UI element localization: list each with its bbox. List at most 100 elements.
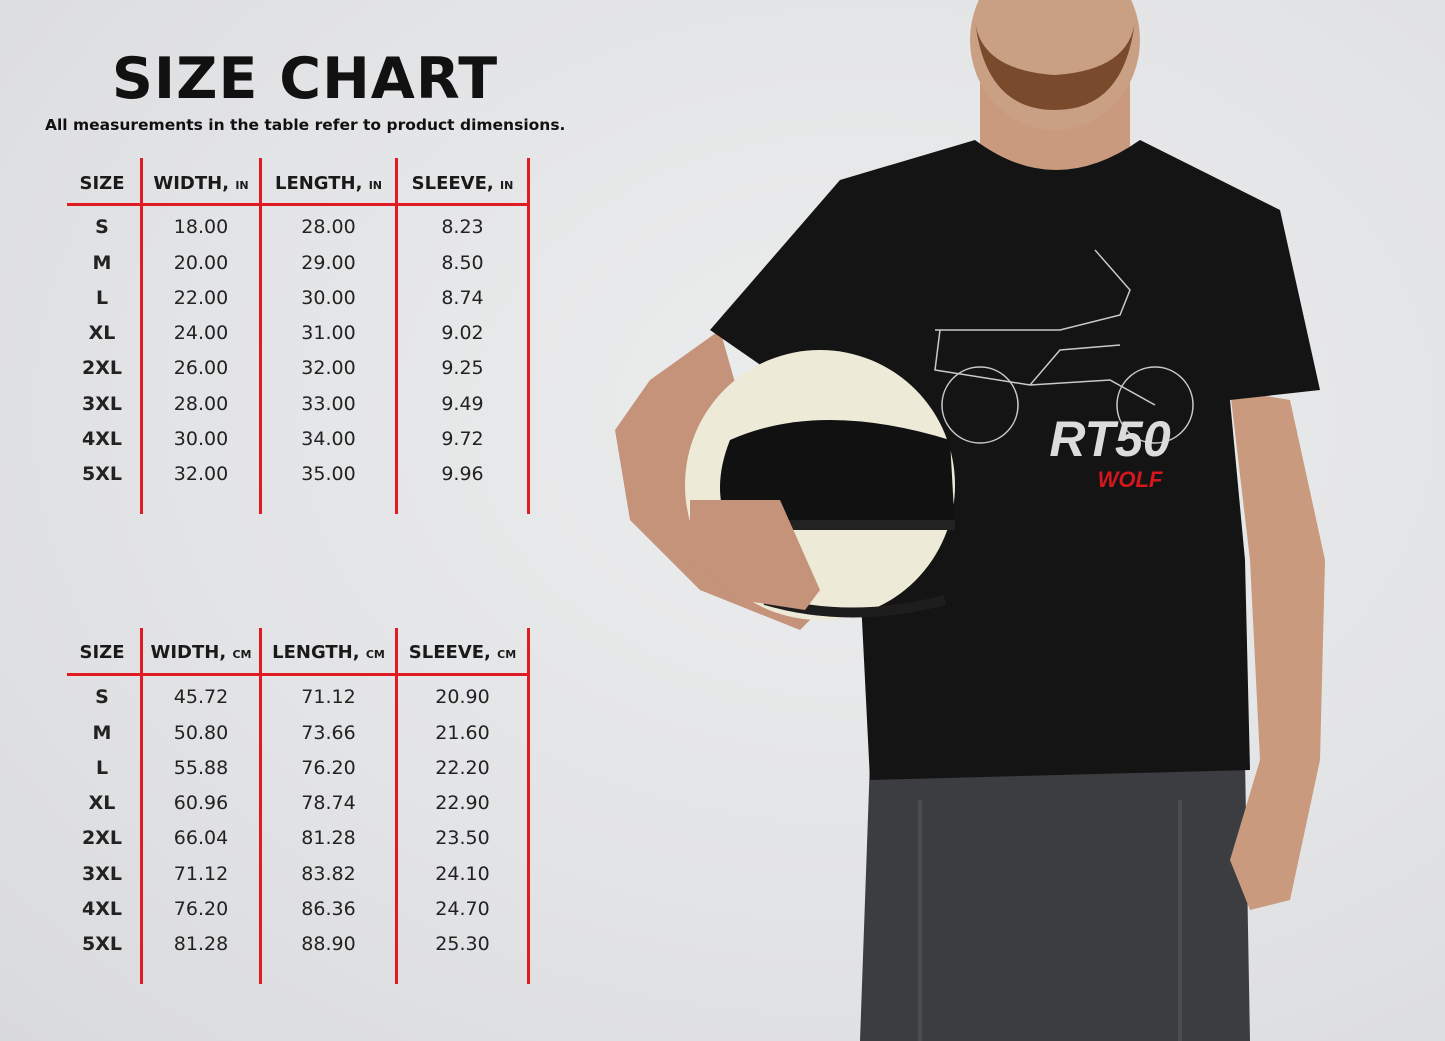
size-table-cm: SIZE WIDTH, CM LENGTH, CM SLEEVE, CM S 45.72 7… [67,628,530,984]
measurement-cell: 73.66 [301,722,356,744]
measurement-cell: 8.23 [441,216,484,238]
t-shirt [710,140,1320,780]
left-arm [615,330,830,630]
column-divider [395,628,398,984]
column-divider [395,158,398,514]
measurement-cell: 50.80 [173,722,229,744]
measurement-cell: 28.00 [173,393,229,415]
size-label: 3XL [82,393,122,415]
column-header-label: SLEEVE, [408,642,491,663]
measurement-cell: 76.20 [173,898,229,920]
measurement-cell: 25.30 [435,933,490,955]
measurement-cell: 88.90 [301,933,356,955]
shirt-print-model: RT50 [1049,411,1171,467]
measurement-cell: 32.00 [173,463,229,485]
measurement-cell: 22.00 [173,287,229,309]
measurement-cell: 81.28 [173,933,229,955]
jeans [860,760,1250,1041]
measurement-cell: 34.00 [301,428,356,450]
column-divider [140,158,143,514]
column-header-unit: CM [365,648,385,661]
column-header-label: WIDTH, [150,642,227,663]
measurement-cell: 22.20 [435,757,490,779]
measurement-cell: 60.96 [173,792,229,814]
measurement-cell: 71.12 [173,863,229,885]
column-header-unit: IN [235,179,249,192]
size-label: XL [88,322,116,344]
column-header-unit: IN [368,179,383,192]
size-label: 5XL [82,463,122,485]
measurement-cell: 24.00 [173,322,229,344]
column-divider [527,628,530,984]
column-header-label: SLEEVE, [411,173,494,194]
measurement-cell: 78.74 [301,792,356,814]
measurement-cell: 24.70 [435,898,490,920]
column-header: SLEEVE, CM [398,642,527,663]
motorcycle-print [934,249,1194,444]
column-header-unit: CM [497,648,517,661]
measurement-cell: 9.02 [441,322,484,344]
measurement-cell: 30.00 [301,287,356,309]
size-label: L [95,757,109,779]
size-label: 5XL [82,933,122,955]
column-header: LENGTH, CM [262,642,395,663]
column-header-label: SIZE [79,173,125,194]
measurement-cell: 8.50 [441,252,484,274]
measurement-cell: 76.20 [301,757,356,779]
measurement-cell: 35.00 [301,463,356,485]
size-label: S [95,216,109,238]
measurement-cell: 81.28 [301,827,356,849]
column-header: SIZE [67,642,137,663]
model-photo: RT50 WOLF [615,0,1325,1041]
column-header-label: LENGTH, [274,173,363,194]
column-header-unit: CM [232,648,252,661]
measurement-cell: 86.36 [301,898,356,920]
column-divider [259,158,262,514]
measurement-cell: 18.00 [173,216,229,238]
size-label: S [95,686,109,708]
column-divider [140,628,143,984]
page-subtitle: All measurements in the table refer to p… [45,116,566,134]
column-header-label: LENGTH, [272,642,360,663]
column-header: WIDTH, IN [143,173,259,194]
measurement-cell: 30.00 [173,428,229,450]
measurement-cell: 55.88 [173,757,229,779]
measurement-cell: 23.50 [435,827,490,849]
table-header-divider [67,203,529,206]
size-label: 4XL [82,428,122,450]
size-label: M [92,722,112,744]
column-divider [259,628,262,984]
measurement-cell: 32.00 [301,357,356,379]
measurement-cell: 9.49 [441,393,484,415]
size-label: 2XL [82,357,122,379]
column-divider [527,158,530,514]
column-header-label: WIDTH, [153,173,230,194]
column-header: SLEEVE, IN [398,173,527,194]
hand [690,500,820,610]
measurement-cell: 22.90 [435,792,490,814]
measurement-cell: 83.82 [301,863,356,885]
table-header-divider [67,673,529,676]
column-header-unit: IN [500,179,514,192]
measurement-cell: 66.04 [173,827,229,849]
size-label: XL [88,792,116,814]
measurement-cell: 26.00 [173,357,229,379]
size-label: 3XL [82,863,122,885]
measurement-cell: 45.72 [173,686,229,708]
measurement-cell: 24.10 [435,863,490,885]
measurement-cell: 9.72 [441,428,484,450]
size-label: 4XL [82,898,122,920]
right-arm [1230,390,1325,910]
measurement-cell: 8.74 [441,287,484,309]
size-label: 2XL [82,827,122,849]
measurement-cell: 31.00 [301,322,356,344]
size-table-inches: SIZE WIDTH, IN LENGTH, IN SLEEVE, IN S 18.00 2… [67,158,530,514]
page-title: SIZE CHART [111,46,499,112]
measurement-cell: 28.00 [301,216,356,238]
column-header: LENGTH, IN [262,173,395,194]
measurement-cell: 71.12 [301,686,356,708]
size-label: L [95,287,109,309]
measurement-cell: 9.25 [441,357,484,379]
measurement-cell: 29.00 [301,252,356,274]
measurement-cell: 20.90 [435,686,490,708]
